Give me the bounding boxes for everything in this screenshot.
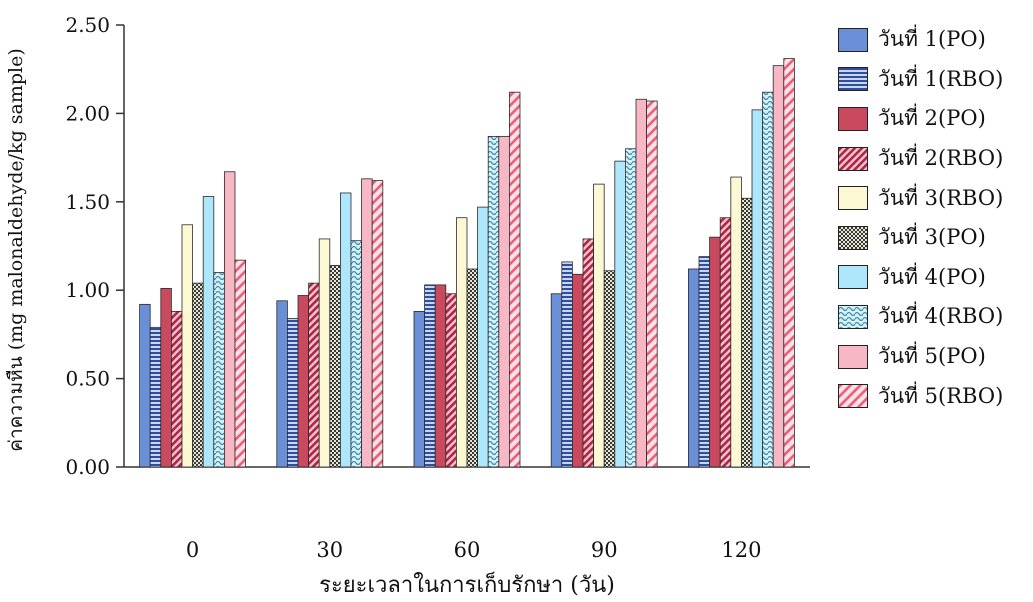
bar (276, 300, 288, 468)
bar (635, 98, 648, 468)
bar (762, 91, 774, 468)
legend-label: วันที่ 5(PO) (878, 344, 986, 369)
bar (139, 303, 151, 468)
legend-swatch (838, 225, 868, 250)
bar (487, 135, 500, 468)
bar (730, 176, 742, 468)
legend-label: วันที่ 3(RBO) (878, 185, 1004, 210)
legend-swatch (838, 384, 868, 409)
legend-item: วันที่ 4(RBO) (838, 297, 1028, 337)
bar (614, 160, 626, 468)
x-axis-title: ระยะเวลาในการเก็บรักษา (วัน) (319, 570, 615, 598)
bar (646, 100, 658, 468)
bar-chart: 0.00 0.50 1.00 1.50 2.00 2.50 0 30 60 90 120 ระยะเว… (5, 13, 810, 598)
bar (466, 268, 479, 468)
y-tick-label: 0.00 (65, 455, 110, 479)
bar (223, 171, 236, 468)
legend-swatch (838, 146, 868, 171)
bar (688, 268, 700, 468)
y-axis-title: ค่าความหืน (mg malonaldehyde/kg sample) (5, 48, 27, 452)
bar (603, 270, 616, 468)
bar (434, 284, 447, 468)
bar (192, 282, 204, 468)
legend-swatch (838, 186, 868, 211)
legend-label: วันที่ 1(PO) (878, 27, 986, 52)
y-tick-label: 0.50 (65, 367, 110, 391)
bar (582, 238, 595, 468)
bar (508, 91, 521, 468)
bar (751, 109, 764, 468)
legend-item: วันที่ 3(PO) (838, 218, 1028, 258)
bar (297, 295, 310, 468)
bar (413, 311, 426, 468)
bar (550, 293, 563, 468)
bar (572, 273, 584, 468)
legend-swatch (838, 106, 868, 131)
x-tick-label: 120 (721, 538, 761, 562)
x-tick-label: 0 (186, 538, 199, 562)
legend-item: วันที่ 1(RBO) (838, 60, 1028, 100)
bar (593, 183, 605, 468)
bar (170, 311, 183, 468)
bar (308, 282, 320, 468)
bar (424, 284, 436, 468)
legend-label: วันที่ 2(PO) (878, 106, 986, 131)
legend-label: วันที่ 1(RBO) (878, 66, 1004, 91)
legend-label: วันที่ 5(RBO) (878, 383, 1004, 408)
bar (772, 65, 785, 468)
bar (498, 135, 510, 468)
bar (783, 58, 795, 468)
bar (202, 196, 215, 468)
bar (234, 259, 247, 468)
legend-item: วันที่ 2(PO) (838, 99, 1028, 139)
bar (625, 148, 637, 468)
legend-swatch (838, 304, 868, 329)
legend: วันที่ 1(PO) วันที่ 1(RBO) วันที่ 2(PO) วัน… (838, 20, 1028, 416)
bar (350, 240, 363, 468)
legend-swatch (838, 265, 868, 290)
legend-item: วันที่ 1(PO) (838, 20, 1028, 60)
bar (339, 192, 352, 468)
legend-swatch (838, 27, 868, 52)
legend-label: วันที่ 4(PO) (878, 264, 986, 289)
y-tick-label: 2.00 (65, 101, 110, 125)
x-tick-label: 60 (454, 538, 481, 562)
x-tick-label: 90 (591, 538, 618, 562)
bar (455, 217, 468, 468)
bar (719, 217, 732, 468)
bar (149, 326, 162, 468)
bar (361, 178, 373, 468)
bar (213, 272, 225, 468)
bar (698, 256, 711, 468)
legend-swatch (838, 344, 868, 369)
bar (329, 265, 341, 468)
bar (160, 288, 172, 468)
bar (709, 236, 721, 468)
bar (561, 261, 573, 468)
bar (445, 293, 457, 468)
x-tick-label: 30 (316, 538, 343, 562)
bar (371, 180, 384, 468)
y-tick-label: 2.50 (65, 13, 110, 37)
legend-item: วันที่ 2(RBO) (838, 139, 1028, 179)
legend-item: วันที่ 3(RBO) (838, 178, 1028, 218)
legend-swatch (838, 67, 868, 92)
legend-item: วันที่ 5(RBO) (838, 376, 1028, 416)
bar (741, 197, 753, 468)
bar (286, 318, 299, 468)
y-tick-label: 1.00 (65, 278, 110, 302)
y-tick-label: 1.50 (65, 190, 110, 214)
bar (181, 224, 194, 468)
bar (477, 206, 489, 468)
bar (318, 238, 331, 468)
legend-label: วันที่ 3(PO) (878, 225, 986, 250)
legend-item: วันที่ 4(PO) (838, 258, 1028, 298)
legend-item: วันที่ 5(PO) (838, 337, 1028, 377)
legend-label: วันที่ 2(RBO) (878, 146, 1004, 171)
legend-label: วันที่ 4(RBO) (878, 304, 1004, 329)
